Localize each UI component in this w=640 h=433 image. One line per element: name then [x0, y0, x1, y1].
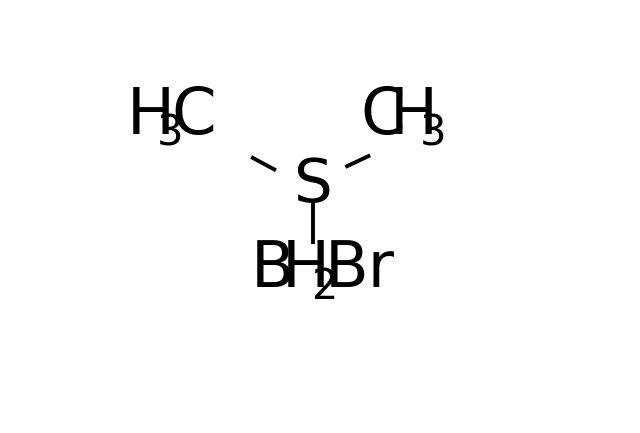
Text: H: H — [390, 84, 438, 147]
Text: Br: Br — [325, 238, 395, 300]
Text: C: C — [360, 84, 405, 147]
Text: 2: 2 — [312, 266, 339, 308]
Text: 3: 3 — [157, 112, 184, 154]
Text: C: C — [172, 84, 216, 147]
Text: B: B — [251, 238, 295, 300]
Text: H: H — [282, 238, 330, 300]
Text: S: S — [294, 156, 333, 215]
Text: 3: 3 — [420, 112, 447, 154]
Text: H: H — [127, 84, 175, 147]
